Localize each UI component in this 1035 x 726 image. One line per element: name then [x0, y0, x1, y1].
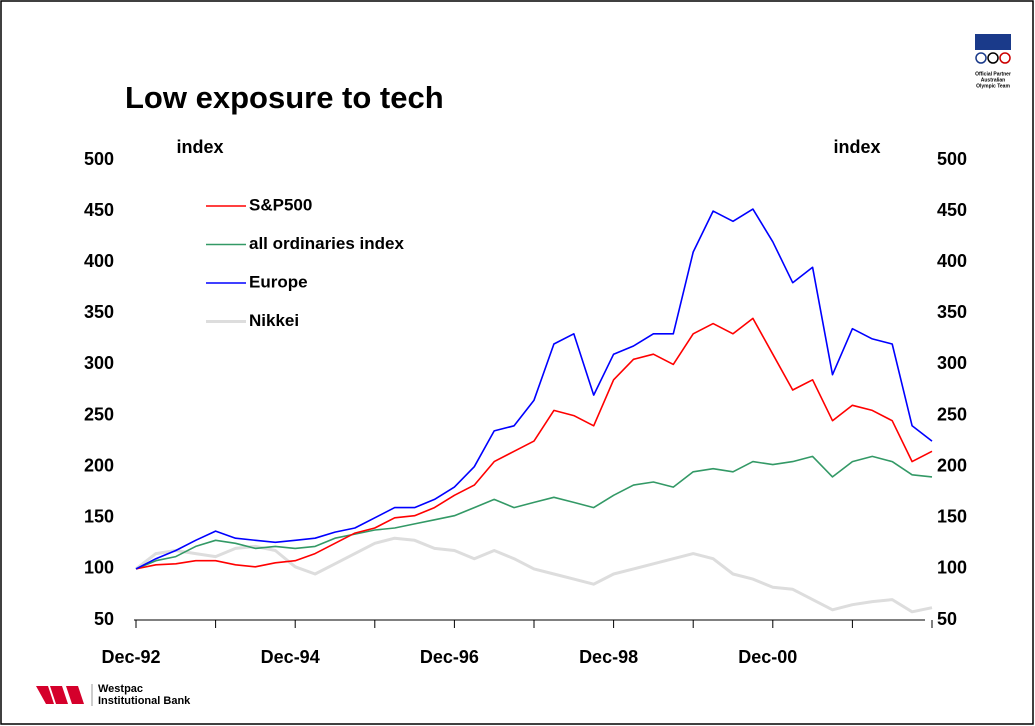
x-tick-label: Dec-96	[420, 647, 479, 667]
legend-label: Europe	[249, 272, 308, 291]
logo-shape	[36, 686, 54, 704]
y-tick-label: 300	[84, 353, 114, 373]
y2-tick-label: 50	[937, 609, 957, 629]
x-tick-label: Dec-94	[261, 647, 320, 667]
y-tick-label: 200	[84, 455, 114, 475]
logo-text: Institutional Bank	[98, 695, 191, 707]
y-axis-label: index	[176, 137, 223, 157]
bank-logo: Westpac Institutional Bank	[36, 683, 191, 707]
logo-shape	[50, 686, 68, 704]
y-tick-label: 500	[84, 149, 114, 169]
logo-text: Australian	[981, 77, 1005, 83]
y2-tick-label: 200	[937, 455, 967, 475]
series-line	[135, 317, 933, 570]
x-tick-label: Dec-00	[738, 647, 797, 667]
logo-shape	[66, 686, 84, 704]
logo-text: Official Partner	[975, 71, 1011, 77]
ring	[987, 52, 999, 64]
series-line	[135, 208, 933, 570]
y2-tick-label: 100	[937, 558, 967, 578]
y2-tick-label: 250	[937, 404, 967, 424]
legend-label: S&P500	[249, 195, 312, 214]
x-tick-label: Dec-98	[579, 647, 638, 667]
y2-tick-label: 300	[937, 353, 967, 373]
logo-text: Olympic Team	[976, 83, 1010, 89]
logo-text: Westpac	[98, 683, 143, 695]
y-tick-label: 350	[84, 302, 114, 322]
y-tick-label: 150	[84, 507, 114, 527]
flag	[975, 34, 1011, 50]
x-tick-label: Dec-92	[101, 647, 160, 667]
chart-title: Low exposure to tech	[125, 80, 444, 115]
y-tick-label: 250	[84, 404, 114, 424]
legend-label: Nikkei	[249, 311, 299, 330]
y-tick-label: 450	[84, 200, 114, 220]
y2-tick-label: 400	[937, 251, 967, 271]
ring	[999, 52, 1011, 64]
partner-logo: Official Partner Australian Olympic Team	[975, 34, 1011, 89]
y2-tick-label: 350	[937, 302, 967, 322]
series-line	[135, 455, 933, 570]
y2-tick-label: 450	[937, 200, 967, 220]
legend-label: all ordinaries index	[249, 234, 404, 253]
y-tick-label: 100	[84, 558, 114, 578]
y-tick-label: 400	[84, 251, 114, 271]
y2-tick-label: 500	[937, 149, 967, 169]
y-tick-label: 50	[94, 609, 114, 629]
ring	[975, 52, 987, 64]
series-line	[135, 536, 933, 614]
y2-axis-label: index	[833, 137, 880, 157]
y2-tick-label: 150	[937, 507, 967, 527]
